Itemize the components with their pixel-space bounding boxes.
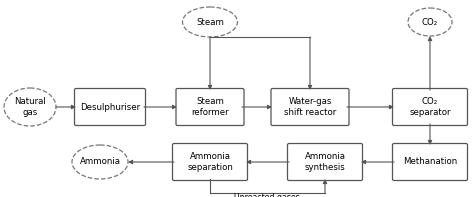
Text: Methanation: Methanation	[403, 157, 457, 166]
FancyBboxPatch shape	[74, 88, 146, 125]
Text: Water-gas
shift reactor: Water-gas shift reactor	[284, 97, 336, 117]
FancyBboxPatch shape	[288, 143, 363, 180]
FancyBboxPatch shape	[392, 88, 467, 125]
Text: Ammonia
synthesis: Ammonia synthesis	[304, 152, 346, 172]
FancyBboxPatch shape	[271, 88, 349, 125]
Ellipse shape	[4, 88, 56, 126]
Text: Desulphuriser: Desulphuriser	[80, 102, 140, 112]
Text: Steam
reformer: Steam reformer	[191, 97, 229, 117]
Ellipse shape	[72, 145, 128, 179]
Text: Ammonia
separation: Ammonia separation	[187, 152, 233, 172]
Text: Unreacted gases: Unreacted gases	[234, 193, 300, 197]
Text: Ammonia: Ammonia	[80, 157, 120, 166]
Text: CO₂: CO₂	[422, 18, 438, 27]
Text: Natural
gas: Natural gas	[14, 97, 46, 117]
Text: Steam: Steam	[196, 18, 224, 27]
FancyBboxPatch shape	[173, 143, 247, 180]
FancyBboxPatch shape	[392, 143, 467, 180]
Ellipse shape	[408, 8, 452, 36]
Ellipse shape	[182, 7, 237, 37]
FancyBboxPatch shape	[176, 88, 244, 125]
Text: CO₂
separator: CO₂ separator	[409, 97, 451, 117]
